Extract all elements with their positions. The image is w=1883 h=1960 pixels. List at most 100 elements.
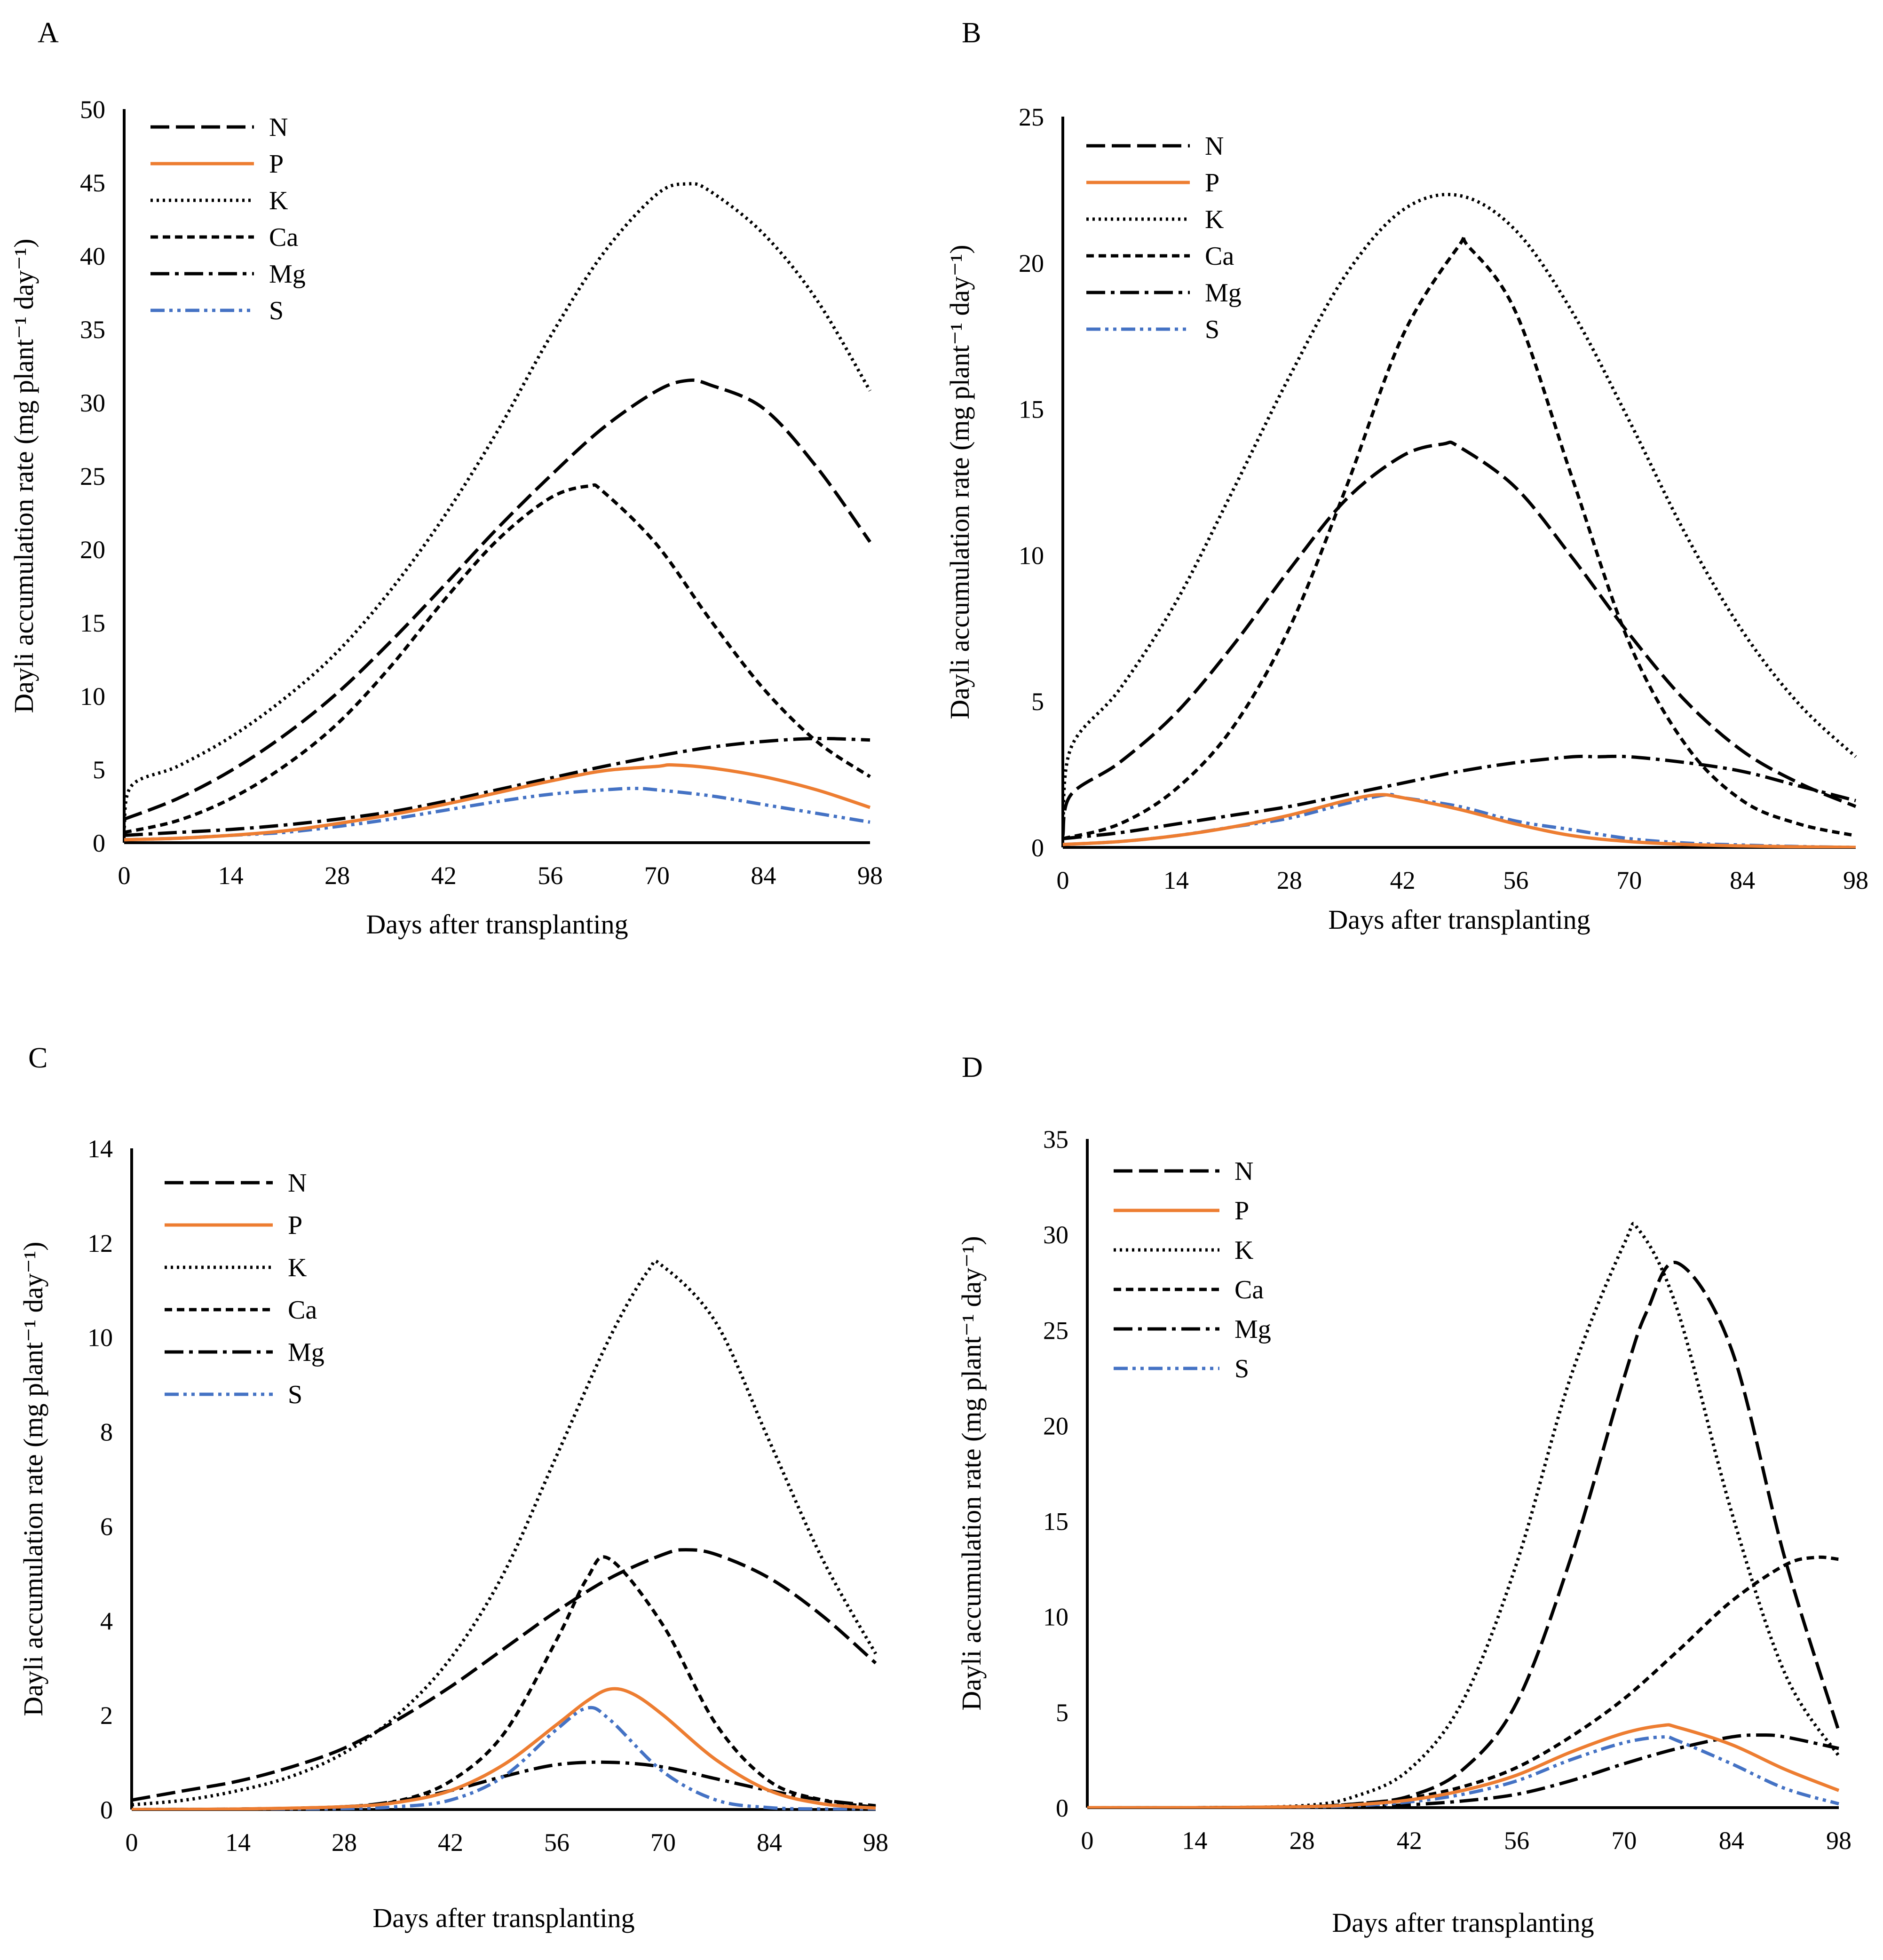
panel-c: C 0 2 4 6 8 10 12 14 0 14 28 42 56 70 84 98 Days after tr… <box>18 1042 888 1933</box>
legend-label-p: P <box>288 1211 302 1240</box>
legend-label-k: K <box>1234 1236 1253 1265</box>
legend-label-k: K <box>288 1253 307 1282</box>
legend: NPK Ca Mg S <box>1114 1157 1271 1383</box>
panel-letter: A <box>38 17 59 49</box>
y-tick-label: 20 <box>80 536 105 564</box>
x-axis-title: Days after transplanting <box>1332 1907 1594 1938</box>
y-axis-title: Dayli accumulation rate (mg plant⁻¹ day⁻… <box>944 245 975 719</box>
x-tick-label: 0 <box>118 861 131 890</box>
panel-letter: D <box>962 1051 983 1083</box>
y-tick-label: 10 <box>80 682 105 711</box>
x-tick-label: 84 <box>1719 1826 1744 1855</box>
y-tick-label: 20 <box>1019 249 1044 277</box>
y-tick-label: 15 <box>1019 395 1044 424</box>
legend-label-mg: Mg <box>288 1338 324 1367</box>
legend-label-p: P <box>1205 168 1219 198</box>
y-tick-label: 14 <box>87 1135 113 1163</box>
x-axis-title: Days after transplanting <box>366 909 628 940</box>
legend-label-s: S <box>1205 315 1219 344</box>
y-tick-label: 35 <box>1043 1125 1068 1154</box>
panel-a: A 0 5 10 15 20 25 30 35 40 45 50 0 14 28 42 56 70 84 98 Days… <box>8 17 883 940</box>
legend: NPK Ca Mg S <box>1086 132 1242 344</box>
legend-label-ca: Ca <box>269 223 298 252</box>
x-tick-label: 14 <box>225 1828 251 1857</box>
x-tick-label: 0 <box>126 1828 138 1857</box>
x-tick-label: 14 <box>1163 866 1189 894</box>
panel-b: B 0 5 10 15 20 25 0 14 28 42 56 70 84 98 Days after tra… <box>944 17 1868 935</box>
series-line-p <box>124 763 871 842</box>
y-tick-label: 25 <box>1019 103 1044 131</box>
y-tick-label: 10 <box>1019 541 1044 569</box>
series-line-n <box>1063 440 1857 836</box>
series-line-s <box>124 787 870 842</box>
legend: NPK Ca Mg S <box>150 113 306 325</box>
x-tick-label: 42 <box>1397 1826 1422 1855</box>
x-tick-label: 28 <box>1290 1826 1315 1855</box>
y-tick-label: 25 <box>80 462 105 490</box>
x-tick-label: 0 <box>1081 1826 1094 1855</box>
panel-letter: C <box>28 1042 47 1074</box>
legend-label-mg: Mg <box>1234 1315 1271 1344</box>
legend-label-n: N <box>269 113 288 142</box>
legend-label-ca: Ca <box>288 1296 317 1325</box>
y-tick-label: 0 <box>1031 834 1044 862</box>
series-line-mg <box>124 736 870 837</box>
x-tick-label: 98 <box>1843 866 1868 894</box>
x-tick-label: 28 <box>332 1828 357 1857</box>
x-axis-title: Days after transplanting <box>1328 904 1590 935</box>
legend-label-mg: Mg <box>269 260 306 289</box>
y-tick-label: 30 <box>80 389 105 417</box>
x-tick-label: 56 <box>538 861 563 890</box>
series-line-ca <box>124 483 871 834</box>
legend-label-n: N <box>288 1169 307 1198</box>
y-tick-label: 45 <box>80 169 105 197</box>
x-tick-label: 70 <box>1611 1826 1637 1855</box>
y-tick-label: 5 <box>1031 688 1044 716</box>
y-axis-title: Dayli accumulation rate (mg plant⁻¹ day⁻… <box>18 1241 48 1716</box>
series-line-k <box>132 1259 878 1807</box>
legend-label-ca: Ca <box>1234 1275 1264 1304</box>
series-line-k <box>124 182 872 829</box>
legend-label-p: P <box>1234 1196 1249 1225</box>
x-tick-label: 28 <box>1277 866 1302 894</box>
legend-label-s: S <box>1234 1354 1249 1383</box>
y-tick-label: 40 <box>80 242 105 270</box>
y-tick-label: 2 <box>100 1701 113 1730</box>
x-tick-label: 98 <box>863 1828 888 1857</box>
y-tick-label: 6 <box>100 1512 113 1541</box>
y-tick-label: 5 <box>93 756 105 784</box>
x-tick-label: 98 <box>857 861 883 890</box>
legend-label-n: N <box>1234 1157 1253 1186</box>
y-axis-title: Dayli accumulation rate (mg plant⁻¹ day⁻… <box>956 1236 987 1710</box>
y-axis-title: Dayli accumulation rate (mg plant⁻¹ day⁻… <box>8 238 39 713</box>
x-tick-label: 70 <box>650 1828 676 1857</box>
y-tick-label: 25 <box>1043 1316 1068 1344</box>
y-tick-label: 15 <box>1043 1508 1068 1536</box>
y-tick-label: 15 <box>80 609 105 637</box>
x-tick-label: 70 <box>1616 866 1642 894</box>
y-tick-label: 8 <box>100 1418 113 1446</box>
y-tick-label: 12 <box>87 1229 113 1257</box>
series-line-n <box>132 1548 877 1802</box>
series-line-n <box>124 378 871 821</box>
x-tick-label: 84 <box>1730 866 1755 894</box>
legend-label-p: P <box>269 150 284 179</box>
x-tick-label: 28 <box>324 861 350 890</box>
y-tick-label: 0 <box>100 1796 113 1824</box>
y-tick-label: 4 <box>100 1607 113 1635</box>
panel-letter: B <box>962 17 981 49</box>
y-tick-label: 30 <box>1043 1221 1068 1249</box>
y-tick-label: 0 <box>93 829 105 857</box>
y-tick-label: 50 <box>80 95 105 124</box>
y-tick-label: 35 <box>80 316 105 344</box>
series-line-p <box>1063 793 1856 848</box>
x-tick-label: 98 <box>1826 1826 1851 1855</box>
y-tick-label: 5 <box>1056 1699 1068 1727</box>
legend-label-k: K <box>269 186 288 215</box>
legend-label-k: K <box>1205 205 1224 234</box>
y-tick-label: 10 <box>87 1324 113 1352</box>
legend-label-n: N <box>1205 132 1224 161</box>
x-tick-label: 84 <box>757 1828 782 1857</box>
